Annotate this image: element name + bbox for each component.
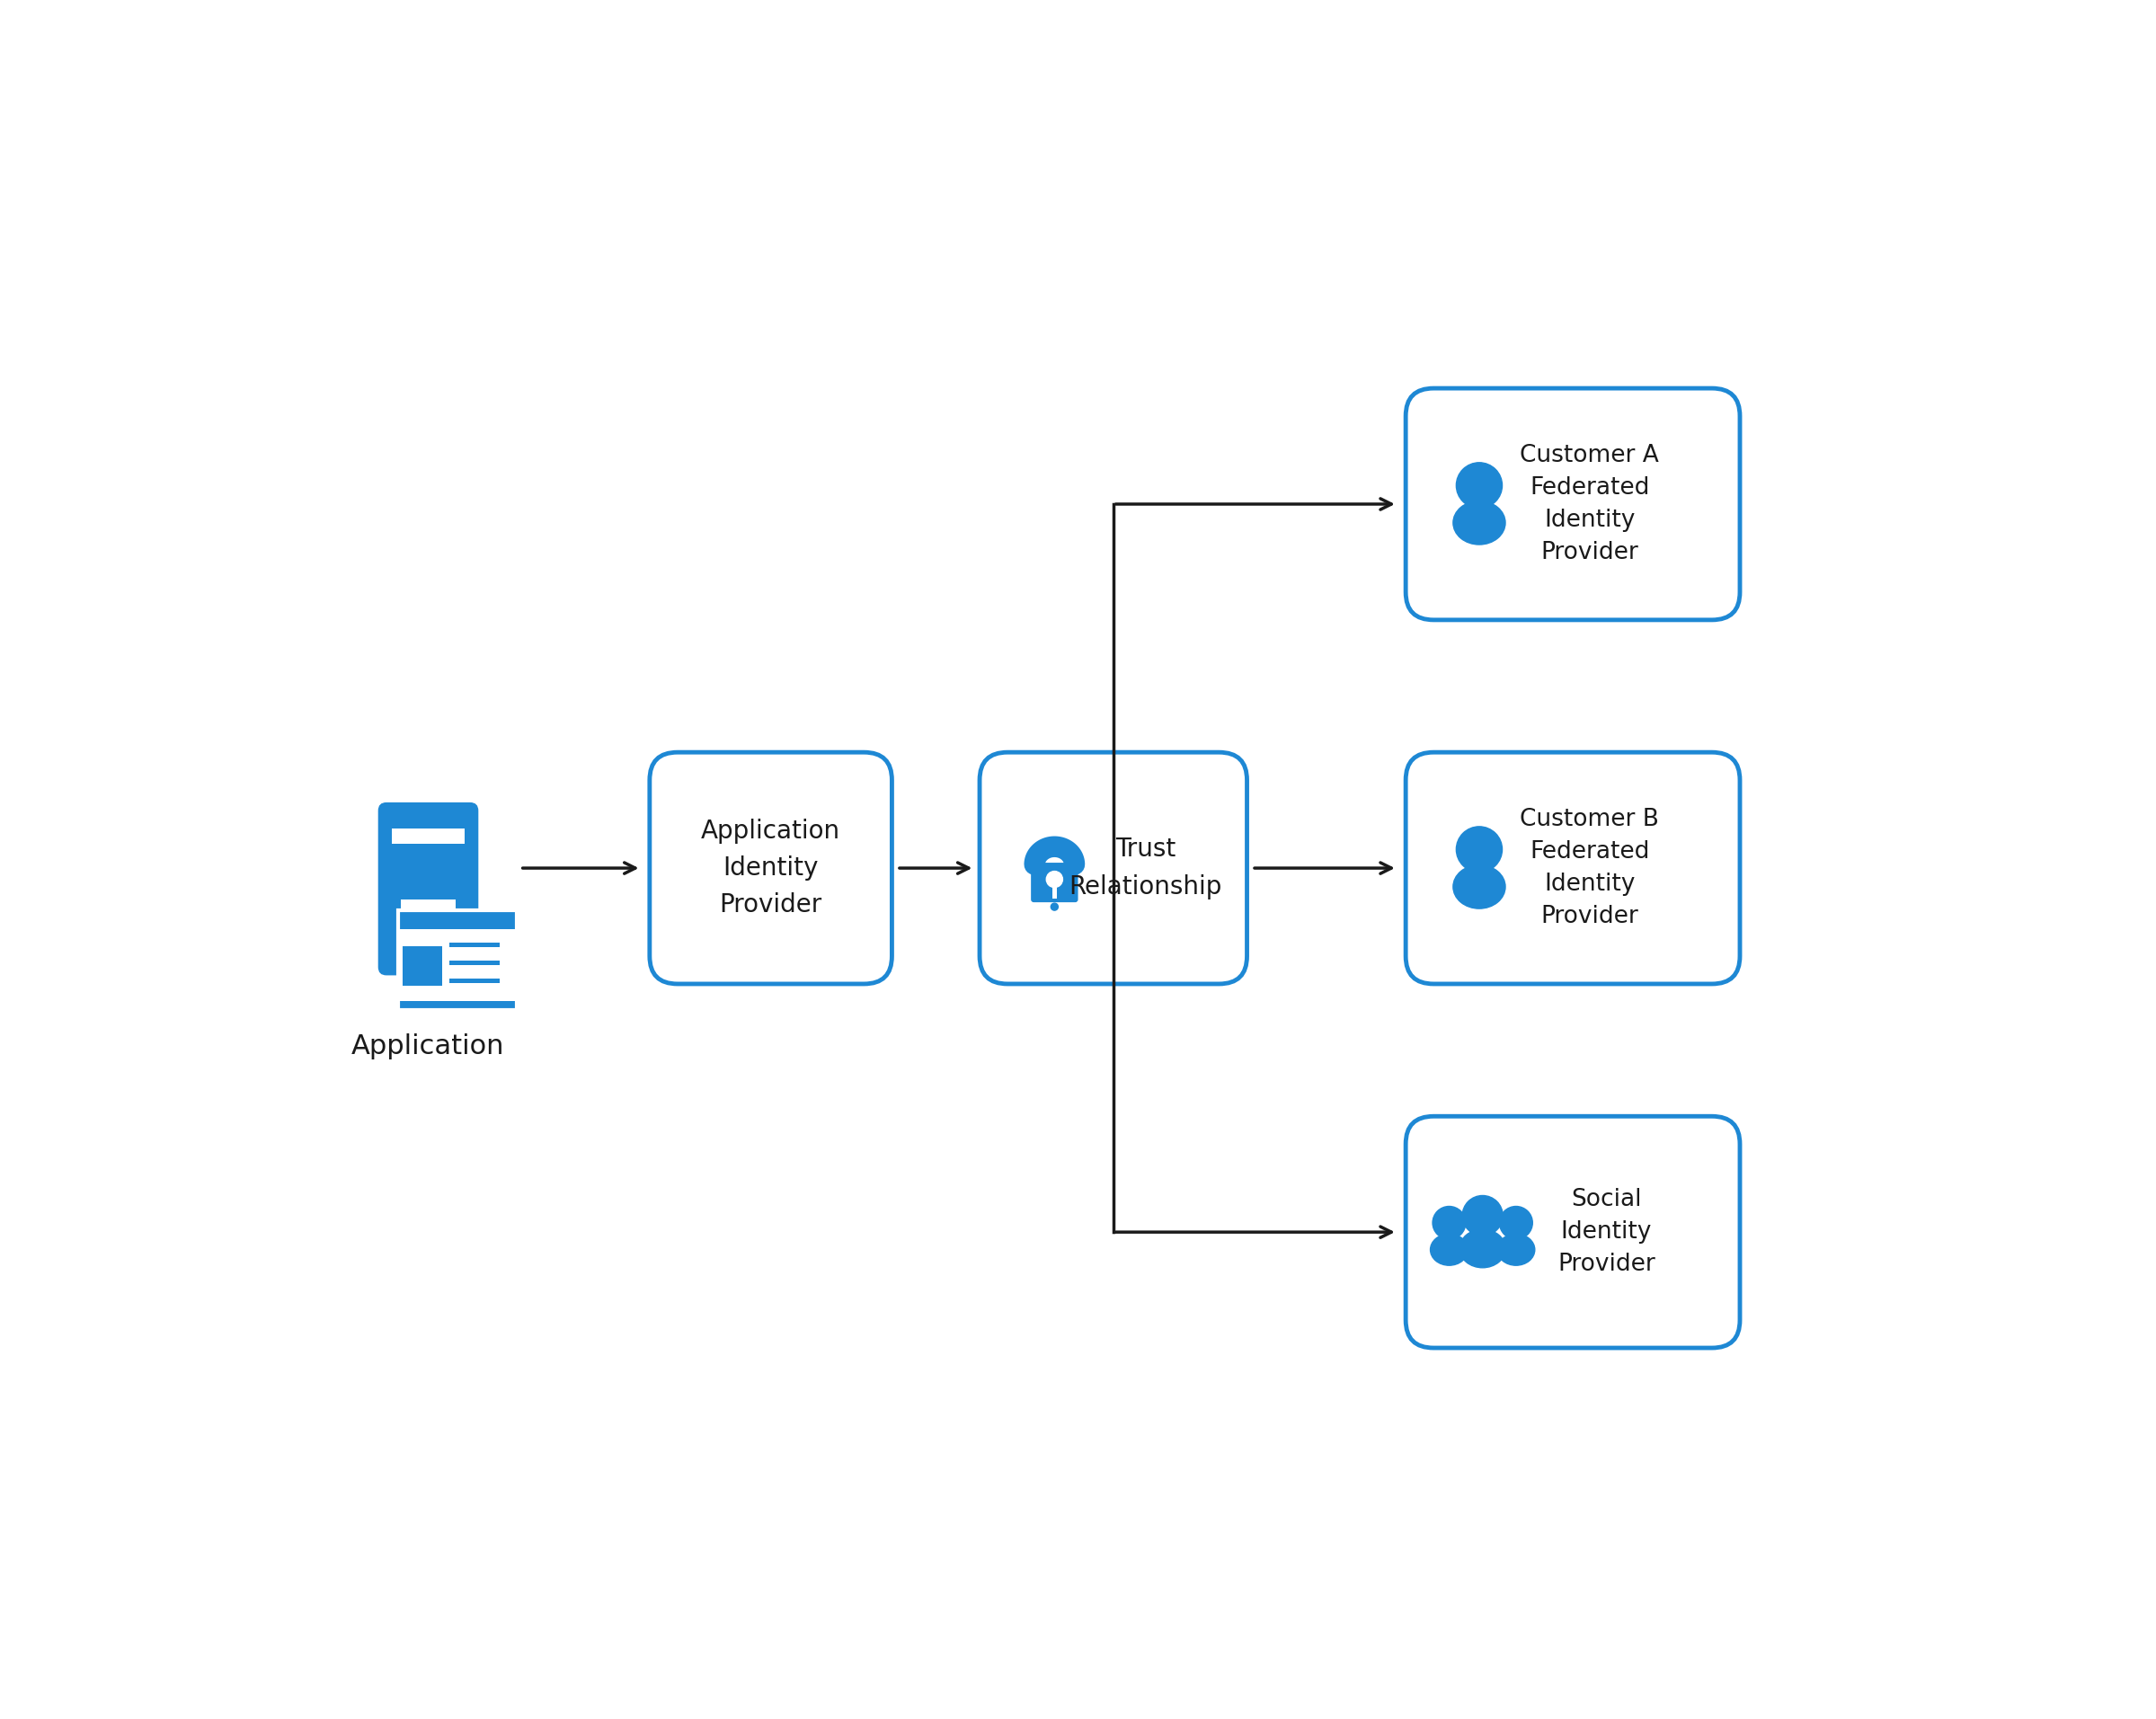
FancyBboxPatch shape [401, 918, 455, 928]
Text: Social
Identity
Provider: Social Identity Provider [1557, 1188, 1656, 1275]
Text: Trust
Relationship: Trust Relationship [1069, 837, 1222, 899]
FancyBboxPatch shape [649, 753, 893, 983]
FancyBboxPatch shape [1406, 388, 1740, 621]
FancyBboxPatch shape [979, 753, 1246, 983]
Circle shape [1462, 1195, 1503, 1236]
Circle shape [1455, 462, 1503, 509]
Circle shape [1498, 1207, 1533, 1239]
Ellipse shape [1460, 1229, 1505, 1267]
FancyBboxPatch shape [377, 803, 479, 975]
Ellipse shape [1429, 1234, 1468, 1265]
FancyBboxPatch shape [451, 978, 500, 983]
FancyBboxPatch shape [1406, 1116, 1740, 1348]
FancyBboxPatch shape [401, 899, 455, 909]
FancyBboxPatch shape [1031, 863, 1078, 902]
FancyBboxPatch shape [403, 945, 442, 985]
FancyBboxPatch shape [451, 942, 500, 947]
Ellipse shape [1496, 1234, 1535, 1265]
Ellipse shape [1453, 865, 1505, 909]
FancyBboxPatch shape [451, 961, 500, 966]
FancyBboxPatch shape [1052, 887, 1056, 899]
FancyBboxPatch shape [392, 829, 464, 844]
Ellipse shape [1453, 500, 1505, 545]
Text: Customer A
Federated
Identity
Provider: Customer A Federated Identity Provider [1520, 444, 1660, 564]
Text: Application
Identity
Provider: Application Identity Provider [701, 818, 841, 918]
FancyBboxPatch shape [399, 911, 517, 1011]
FancyBboxPatch shape [1406, 753, 1740, 983]
Circle shape [1455, 827, 1503, 872]
Circle shape [1432, 1207, 1466, 1239]
Text: Customer B
Federated
Identity
Provider: Customer B Federated Identity Provider [1520, 808, 1660, 928]
FancyBboxPatch shape [399, 930, 515, 1000]
Circle shape [1050, 902, 1059, 911]
Circle shape [1046, 872, 1063, 887]
Text: Application: Application [351, 1033, 505, 1059]
